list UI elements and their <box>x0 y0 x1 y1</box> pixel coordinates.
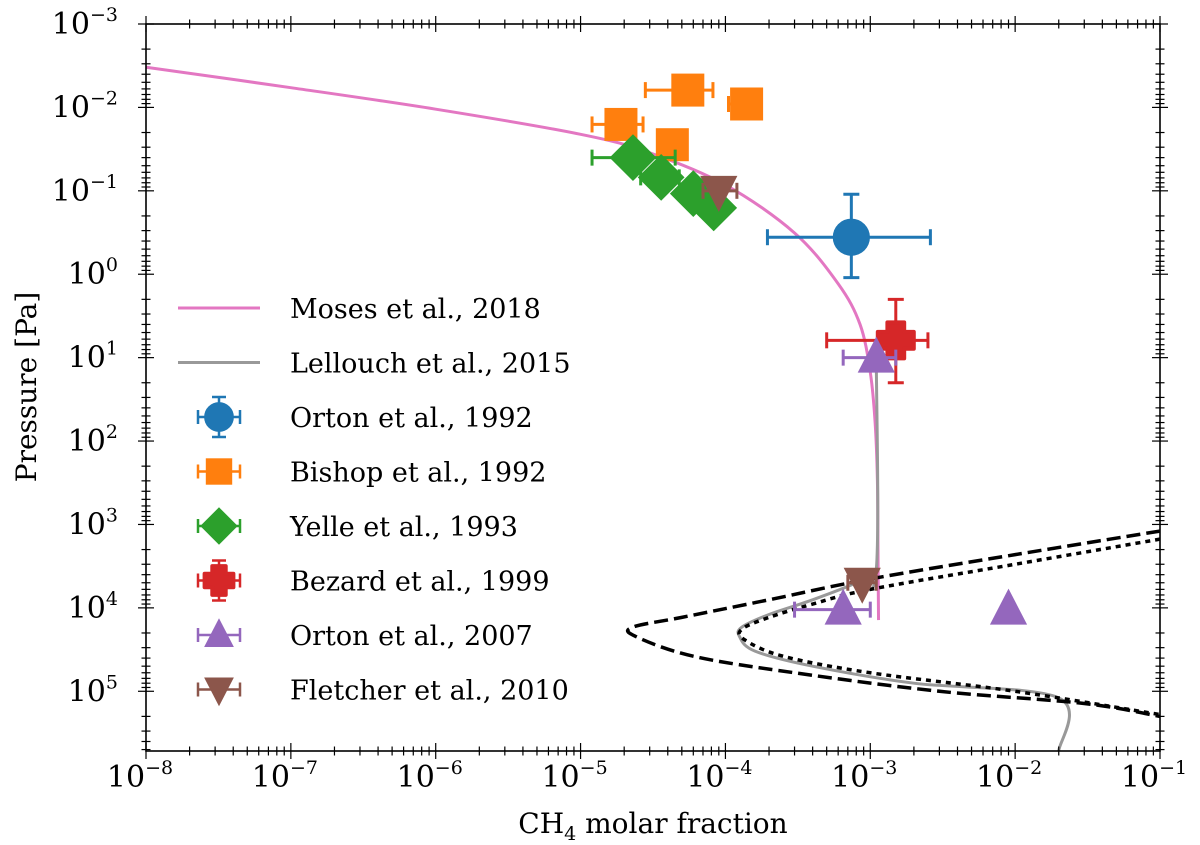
data-point <box>637 153 685 201</box>
y-axis-title: Pressure [Pa] <box>10 292 43 483</box>
triangle-down-marker <box>843 567 881 604</box>
dashed-boundary-line <box>625 529 1160 719</box>
yelle-et-al-1993-series <box>590 134 738 232</box>
x-tick-label: 10−4 <box>686 757 752 795</box>
data-point <box>726 87 764 121</box>
x-tick-label: 10−5 <box>541 757 607 795</box>
triangle-up-marker <box>857 336 895 373</box>
diamond-marker <box>637 153 685 201</box>
y-tick-label: 102 <box>68 421 118 459</box>
data-point <box>989 588 1028 625</box>
legend-item: Yelle et al., 1993 <box>196 507 518 545</box>
y-tick-label: 10−3 <box>52 4 118 42</box>
legend-label: Bishop et al., 1992 <box>290 458 546 489</box>
y-tick-label: 103 <box>68 504 118 542</box>
data-points <box>590 73 1028 625</box>
y-tick-label: 105 <box>68 671 118 709</box>
diamond-marker <box>609 134 657 182</box>
y-tick-labels: 10−3 10−2 10−1 100 101 102 103 104 105 <box>52 4 118 709</box>
legend-label: Yelle et al., 1993 <box>289 512 518 543</box>
data-point <box>765 192 932 280</box>
data-point <box>590 107 645 141</box>
legend-item: Orton et al., 1992 <box>196 395 533 439</box>
legend-label: Lellouch et al., 2015 <box>290 349 571 380</box>
triangle-down-legend-marker <box>204 677 234 707</box>
diamond-legend-marker <box>200 507 238 545</box>
y-tick-label: 101 <box>68 338 118 376</box>
legend-label: Fletcher et al., 2010 <box>290 676 569 707</box>
axis-ticks <box>138 16 1168 759</box>
x-axis-title: CH4 molar fraction <box>518 807 787 845</box>
circle-marker <box>832 218 870 256</box>
legend-item: Orton et al., 2007 <box>196 618 533 652</box>
plot-frame <box>145 23 1161 752</box>
bishop-et-al-1992-series <box>590 73 764 162</box>
square-legend-marker <box>205 458 233 485</box>
data-point <box>843 567 881 604</box>
data-point <box>643 73 715 107</box>
legend-label: Orton et al., 1992 <box>290 403 533 434</box>
plus-filled-legend-marker <box>202 564 236 597</box>
y-tick-label: 10−2 <box>52 87 118 125</box>
legend-label: Moses et al., 2018 <box>290 294 541 325</box>
x-tick-label: 10−2 <box>976 757 1042 795</box>
legend-item: Bishop et al., 1992 <box>196 458 546 489</box>
legend-item: Fletcher et al., 2010 <box>196 676 569 707</box>
x-tick-label: 10−3 <box>831 757 897 795</box>
triangle-up-marker <box>824 588 862 625</box>
y-tick-label: 104 <box>68 588 118 626</box>
orton-et-al-1992-series <box>765 192 932 280</box>
model-lines <box>146 65 1160 751</box>
orton-et-al-2007-series <box>793 336 1028 625</box>
triangle-up-legend-marker <box>204 618 234 647</box>
triangle-up-marker <box>989 588 1028 625</box>
legend-item: Lellouch et al., 2015 <box>178 349 571 380</box>
legend-label: Orton et al., 2007 <box>290 621 533 652</box>
data-point <box>825 297 930 385</box>
legend-item: Moses et al., 2018 <box>178 294 541 325</box>
square-marker <box>671 73 705 107</box>
y-tick-label: 10−1 <box>52 171 118 209</box>
data-point <box>700 175 739 212</box>
legend: Moses et al., 2018 Lellouch et al., 2015 O… <box>178 294 571 707</box>
x-tick-labels: 10−8 10−7 10−6 10−5 10−4 10−3 10−2 10−1 <box>107 757 1187 795</box>
square-marker <box>730 87 764 121</box>
fletcher-et-al-2010-series <box>700 175 881 604</box>
bezard-et-al-1999-series <box>825 297 930 385</box>
x-tick-label: 10−7 <box>252 757 318 795</box>
x-tick-label: 10−6 <box>397 757 463 795</box>
x-tick-label: 10−8 <box>107 757 173 795</box>
y-tick-label: 100 <box>68 254 118 292</box>
legend-item: Bezard et al., 1999 <box>196 559 550 602</box>
data-point <box>793 588 872 625</box>
data-point <box>841 336 898 373</box>
plus-filled-marker <box>875 320 916 361</box>
circle-legend-marker <box>204 402 234 432</box>
triangle-down-marker <box>700 175 738 212</box>
legend-label: Bezard et al., 1999 <box>290 567 550 598</box>
x-tick-label: 10−1 <box>1121 757 1187 795</box>
